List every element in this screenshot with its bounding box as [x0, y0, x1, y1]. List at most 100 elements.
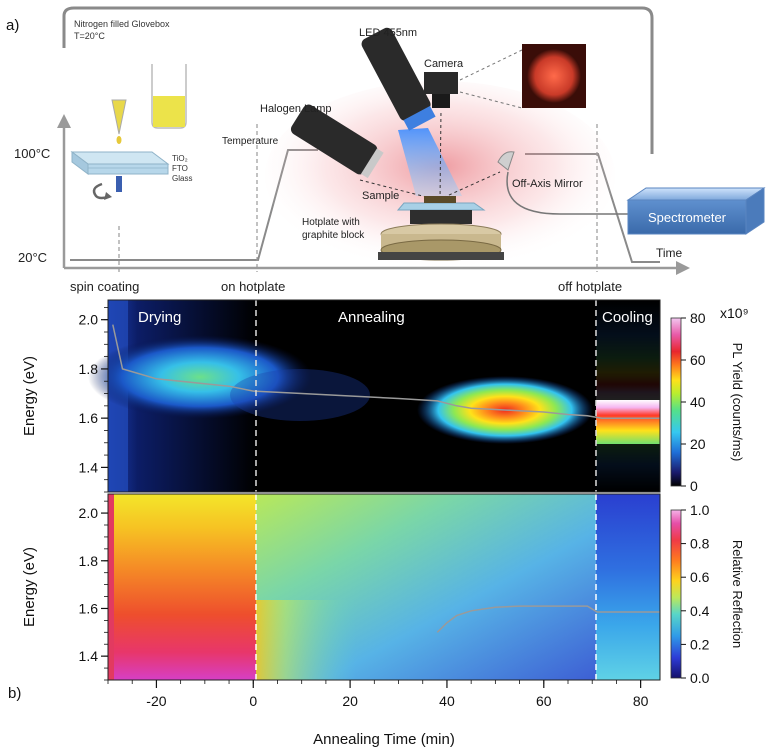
phase-label-annealing: Annealing [338, 309, 405, 326]
colorbar-tick-label: 0.0 [690, 670, 710, 686]
pl-colorbar [670, 317, 682, 487]
optical-setup: LED 455nm Halogen Lamp Camera Off-Axis M… [260, 27, 766, 271]
refl-early-edge [108, 494, 114, 680]
colorbar-tick-label: 1.0 [690, 502, 710, 518]
spectrometer-top [626, 187, 766, 201]
colorbar-tick-label: 0.4 [690, 603, 710, 619]
sample-film [424, 196, 456, 203]
halogen-label: Halogen Lamp [260, 103, 332, 115]
x-tick-label: 0 [249, 693, 257, 709]
camera-lens [432, 94, 450, 108]
refl-cooling [596, 494, 660, 680]
stage-spin-coating: spin coating [70, 279, 139, 294]
spectrometer-front [627, 199, 747, 235]
x-tick-label: -20 [146, 693, 166, 709]
refl-colorbar-title: Relative Reflection [730, 540, 745, 648]
stage-off-hotplate: off hotplate [558, 279, 622, 294]
led-lens [403, 106, 436, 131]
beaker-solution [153, 96, 185, 127]
x-tick-label: 40 [439, 693, 455, 709]
colorbar-tick-label: 80 [690, 310, 706, 326]
colorbar-tick-label: 60 [690, 352, 706, 368]
panel-b-label: b) [8, 685, 21, 702]
layer-label-fto: FTO [172, 164, 188, 173]
y-tick-label: 1.4 [79, 459, 99, 475]
y-low-label: 20°C [18, 250, 47, 265]
reflection-path [437, 171, 501, 201]
glovebox-title: Nitrogen filled Glovebox [74, 19, 170, 29]
refl-colorbar [670, 509, 682, 679]
reflection-map [107, 493, 661, 681]
camera-link-top [459, 49, 523, 81]
camera-body [424, 72, 458, 94]
colorbar-tick-label: 0.6 [690, 569, 710, 585]
time-label: Time [656, 246, 683, 260]
y-tick-label: 1.8 [79, 553, 99, 569]
led-lamp [361, 27, 436, 131]
pl-y-axis-label: Energy (eV) [21, 356, 38, 436]
pl-map: Drying Annealing Cooling [88, 299, 661, 493]
rotation-arrowhead-icon [104, 192, 112, 200]
optical-fiber [506, 171, 628, 215]
sample-label: Sample [362, 190, 399, 202]
refl-edge-trace [436, 605, 660, 633]
glovebox-outline [62, 6, 654, 154]
temperature-axis-arrow [57, 114, 71, 128]
pl-cooling-dark-bottom [596, 444, 660, 492]
layer-label-tio2: TiO₂ [172, 154, 188, 163]
led-body [361, 27, 431, 121]
x-tick-label: 80 [633, 693, 649, 709]
mirror-label: Off-Axis Mirror [512, 178, 583, 190]
camera-label: Camera [424, 58, 464, 70]
pl-peak-trace [112, 324, 660, 419]
sample-substrate [396, 202, 486, 211]
pl-colorbar-title: PL Yield (counts/ms) [730, 343, 745, 462]
hotplate-stand [378, 252, 504, 260]
y-tick-label: 1.6 [79, 410, 99, 426]
x-tick-label: 20 [342, 693, 358, 709]
hotplate-label-1: Hotplate with [302, 217, 360, 228]
spectrometer-label: Spectrometer [648, 210, 727, 225]
camera-link-bottom [459, 91, 523, 109]
refl-drying [108, 494, 256, 680]
layer-label-glass: Glass [172, 174, 192, 183]
y-tick-label: 2.0 [79, 312, 99, 328]
spin-coating-sketch: TiO₂ FTO Glass [70, 64, 192, 200]
y-tick-label: 1.6 [79, 600, 99, 616]
phase-label-drying: Drying [138, 309, 181, 326]
led-label: LED 455nm [359, 27, 417, 39]
stage-on-hotplate: on hotplate [221, 279, 285, 294]
substrate-layers [87, 163, 169, 175]
pl-colorbar-multiplier: x10⁹ [720, 305, 749, 321]
substrate-side [71, 151, 89, 175]
panel-b-axes: -20 0 20 40 60 80 1.4 1.6 1.8 2.0 1.4 1.6 1.8 2.0 [79, 306, 649, 709]
time-axis-arrow [676, 261, 690, 275]
spectrometer-box: Spectrometer [626, 187, 766, 235]
colorbar-tick-label: 20 [690, 436, 706, 452]
hotplate-label-2: graphite block [302, 230, 365, 241]
colorbar-ticks: 0 20 40 60 80 0.0 0.2 0.4 0.6 0.8 1.0 [681, 310, 710, 686]
colorbar-tick-label: 0.8 [690, 536, 710, 552]
led-beam [398, 128, 462, 196]
x-axis-label: Annealing Time (min) [313, 731, 455, 748]
refl-map-frame [107, 493, 661, 681]
glovebox-temperature: T=20°C [74, 31, 105, 41]
halogen-lens [360, 148, 384, 179]
x-tick-label: 60 [536, 693, 552, 709]
pl-annealing-tail [230, 369, 370, 421]
y-tick-label: 1.4 [79, 648, 99, 664]
panel-a-label: a) [6, 17, 19, 34]
graphite-block [410, 210, 472, 224]
panel-b: Drying Annealing Cooling -20 0 20 40 60 80 1.4… [8, 299, 749, 748]
pl-cooling-dark-top [596, 300, 660, 400]
y-high-label: 100°C [14, 146, 50, 161]
y-tick-label: 1.8 [79, 361, 99, 377]
halogen-body [290, 104, 378, 175]
colorbar-tick-label: 0 [690, 478, 698, 494]
pl-map-frame [107, 299, 661, 493]
refl-y-axis-label: Energy (eV) [21, 547, 38, 627]
refl-annealing-low [256, 600, 456, 680]
spinner-shaft [116, 176, 122, 192]
phase-label-cooling: Cooling [602, 309, 653, 326]
y-tick-label: 2.0 [79, 505, 99, 521]
